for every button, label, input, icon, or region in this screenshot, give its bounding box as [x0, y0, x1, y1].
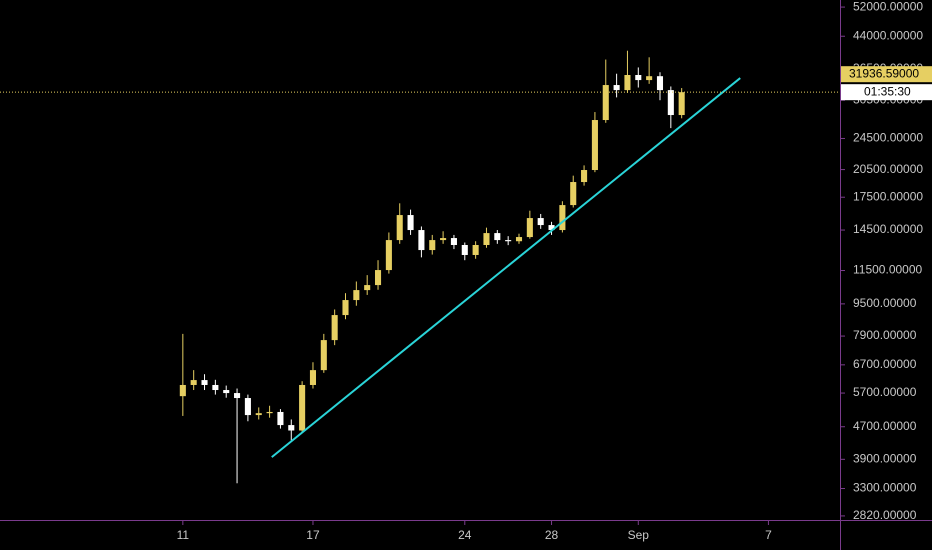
x-tick-label: 24: [458, 528, 472, 542]
candle-body: [407, 215, 414, 231]
candle-body: [537, 218, 544, 226]
candle-body: [396, 215, 403, 241]
candle-body: [277, 411, 284, 426]
candle-body: [678, 92, 685, 116]
x-tick-label: 7: [765, 528, 772, 542]
candle-body: [505, 240, 512, 242]
x-tick-label: 17: [306, 528, 320, 542]
y-tick-label: 2820.00000: [853, 508, 917, 522]
last-price-box: [841, 66, 932, 83]
candle-body: [234, 393, 241, 399]
candle-body: [635, 75, 642, 81]
y-tick-label: 17500.00000: [853, 189, 923, 203]
candle-body: [244, 398, 251, 416]
countdown: 01:35:30: [864, 84, 911, 98]
x-tick-label: 11: [177, 528, 190, 542]
y-tick-label: 4700.00000: [853, 419, 917, 433]
candle-body: [667, 90, 674, 116]
candle-body: [440, 238, 447, 241]
candle-body: [515, 237, 523, 242]
candle-body: [656, 76, 664, 91]
y-tick-label: 20500.00000: [853, 162, 923, 176]
candle-body: [266, 411, 273, 414]
candle-body: [461, 244, 468, 255]
candle-body: [255, 413, 262, 416]
candle-body: [212, 384, 219, 391]
x-tick-label: Sep: [628, 528, 650, 542]
y-tick-label: 5700.00000: [853, 385, 917, 399]
last-price-label: 31936.59000: [849, 66, 919, 80]
candle-body: [602, 85, 609, 121]
candle-body: [201, 380, 208, 385]
y-tick-label: 44000.00000: [853, 28, 923, 42]
candle-body: [450, 238, 457, 245]
candle-body: [429, 240, 436, 251]
candle-body: [548, 225, 555, 231]
y-tick-label: 6700.00000: [853, 357, 917, 371]
candle-body: [299, 384, 306, 431]
candle-body: [418, 230, 425, 251]
candle-body: [353, 290, 360, 301]
candle-body: [624, 75, 631, 91]
candle-body: [190, 380, 197, 385]
candle-body: [223, 390, 230, 394]
candle-body: [288, 425, 295, 431]
candle-body: [483, 233, 490, 245]
candle-body: [472, 244, 479, 255]
candle-body: [494, 233, 501, 241]
y-tick-label: 11500.00000: [853, 263, 923, 277]
candle-body: [526, 218, 533, 238]
candle-body: [559, 205, 566, 231]
y-tick-label: 24500.00000: [853, 131, 923, 145]
candle-body: [364, 285, 371, 291]
candle-body: [613, 85, 620, 91]
candle-body: [570, 182, 577, 206]
candle-body: [591, 120, 598, 171]
x-tick-label: 28: [545, 528, 559, 542]
y-tick-label: 3300.00000: [853, 481, 917, 495]
y-tick-label: 9500.00000: [853, 296, 917, 310]
y-tick-label: 7900.00000: [853, 328, 917, 342]
candle-body: [320, 340, 327, 371]
trendline: [271, 77, 741, 458]
candle-body: [342, 300, 349, 316]
y-tick-label: 14500.00000: [853, 222, 923, 236]
candle-body: [581, 170, 588, 183]
candle-body: [646, 76, 653, 81]
candle-body: [179, 384, 186, 397]
candle-body: [331, 315, 338, 341]
y-tick-label: 3900.00000: [853, 451, 917, 465]
candle-body: [309, 370, 317, 385]
countdown-box: [841, 84, 932, 101]
y-tick-label: 52000.00000: [853, 0, 923, 13]
candle-body: [374, 270, 382, 286]
candle-body: [385, 240, 392, 271]
